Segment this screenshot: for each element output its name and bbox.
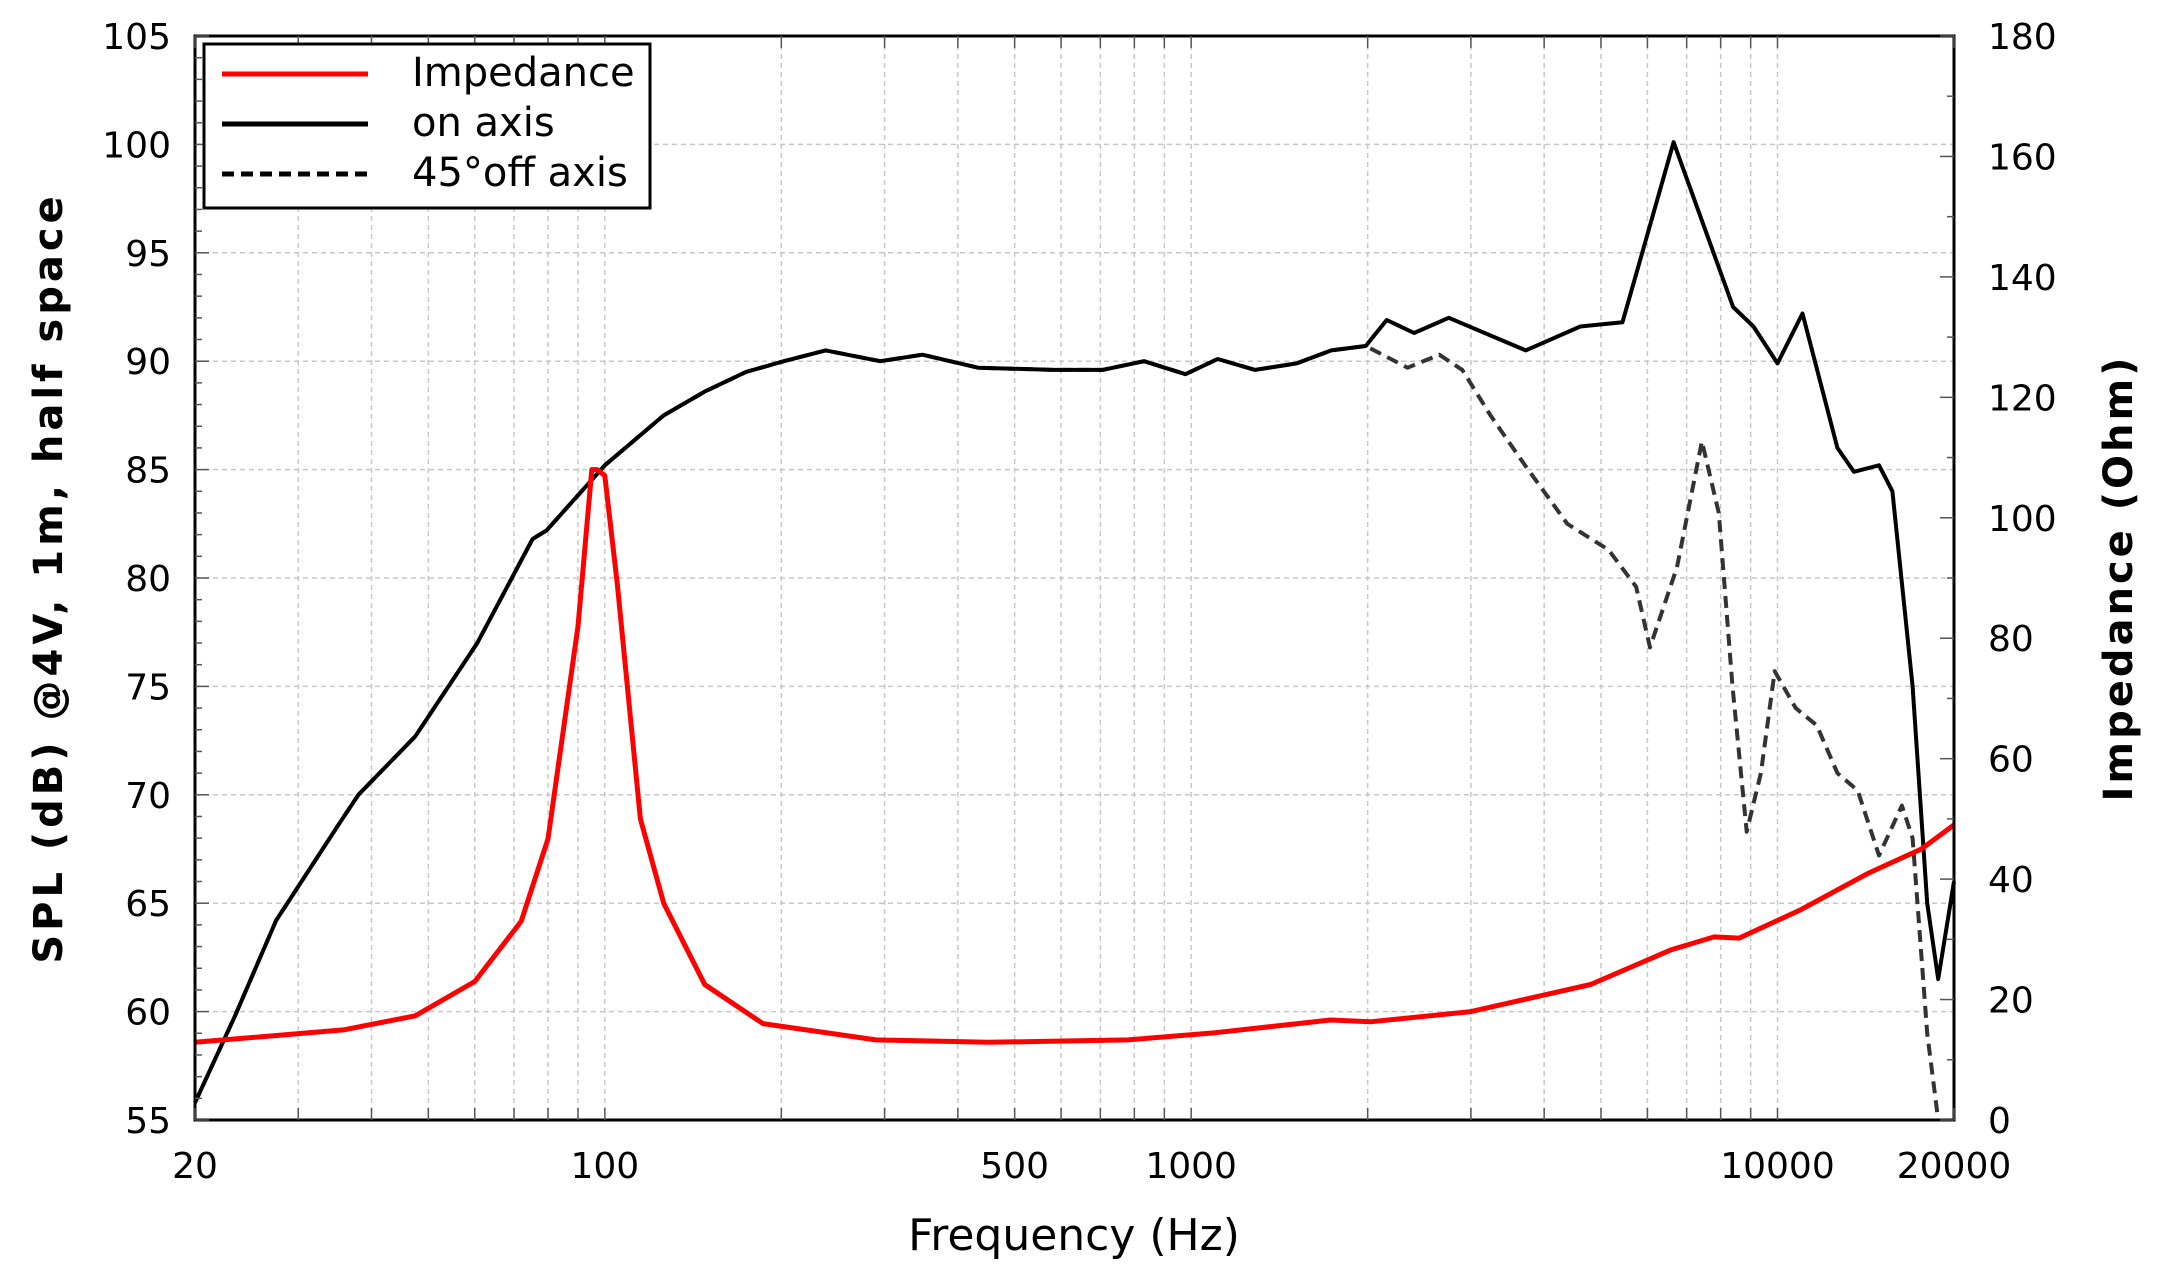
y-tick-label: 105 (102, 17, 171, 58)
ticks: 55 60 65 70 75 80 85 90 95 100 105 0 20 40 60 80 100 120 1… (102, 17, 2056, 1187)
y-tick-label: 100 (102, 125, 171, 166)
x-tick-label: 500 (980, 1146, 1049, 1187)
y2-tick-label: 180 (1988, 17, 2057, 58)
y-tick-label: 90 (125, 342, 171, 383)
grid (194, 35, 1955, 1121)
y2-tick-label: 160 (1988, 137, 2057, 178)
series-layer (193, 140, 1956, 1121)
x-tick-label: 100 (570, 1146, 639, 1187)
x-tick-label: 1000 (1145, 1146, 1237, 1187)
legend: Impedance on axis 45°off axis (202, 42, 652, 210)
y2-tick-label: 80 (1988, 619, 2034, 660)
y-tick-label: 55 (125, 1101, 171, 1142)
y-tick-label: 85 (125, 451, 171, 492)
series-line-impedance (194, 467, 1956, 1045)
x-tick-label: 20 (172, 1146, 218, 1187)
y2-tick-label: 120 (1988, 378, 2057, 419)
series-line-45-off-axis (193, 344, 1941, 1121)
y2-tick-label: 100 (1988, 499, 2057, 540)
y-tick-label: 65 (125, 884, 171, 925)
y-axis-label: SPL (dB) @4V, 1m, half space (26, 192, 72, 963)
legend-label-off-axis: 45°off axis (412, 150, 628, 196)
y2-axis-label: Impedance (Ohm) (2096, 355, 2142, 802)
x-tick-label: 20000 (1897, 1146, 2012, 1187)
y2-tick-label: 20 (1988, 981, 2034, 1022)
series-line-on-axis (193, 140, 1956, 1104)
x-axis-label: Frequency (Hz) (908, 1210, 1240, 1261)
y-tick-label: 95 (125, 234, 171, 275)
y-tick-label: 60 (125, 993, 171, 1034)
legend-label-on-axis: on axis (412, 100, 555, 146)
y2-tick-label: 140 (1988, 258, 2057, 299)
y2-tick-label: 60 (1988, 740, 2034, 781)
y-tick-label: 75 (125, 667, 171, 708)
y2-tick-label: 40 (1988, 860, 2034, 901)
y2-tick-label: 0 (1988, 1101, 2011, 1142)
y-tick-label: 80 (125, 559, 171, 600)
y-tick-label: 70 (125, 776, 171, 817)
x-tick-label: 10000 (1720, 1146, 1835, 1187)
legend-label-impedance: Impedance (412, 50, 635, 96)
